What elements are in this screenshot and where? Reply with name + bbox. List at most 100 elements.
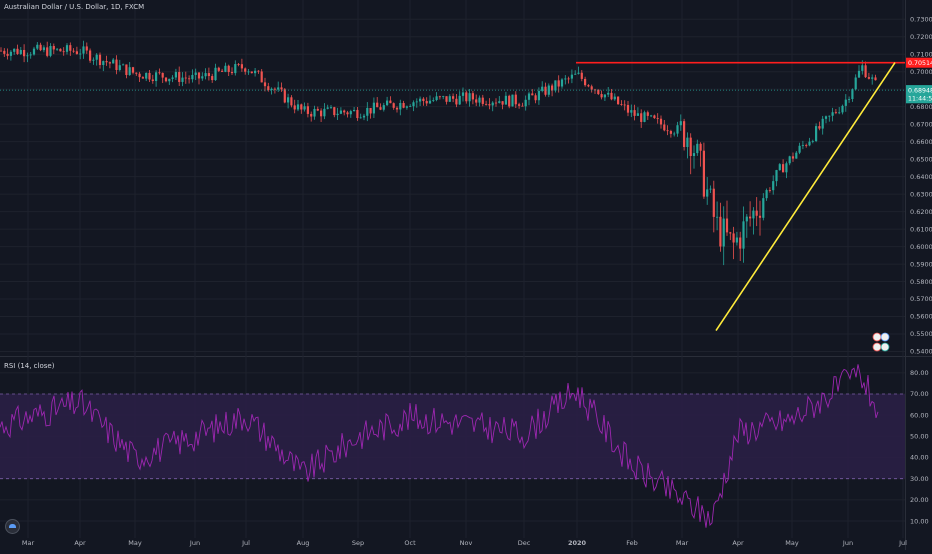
candle-body bbox=[230, 71, 234, 74]
candle bbox=[686, 132, 689, 159]
candle bbox=[89, 48, 92, 63]
candle bbox=[673, 131, 676, 137]
candle bbox=[729, 231, 732, 241]
candle bbox=[508, 94, 511, 109]
candle-body bbox=[75, 51, 78, 54]
candle bbox=[29, 51, 32, 59]
candle bbox=[197, 72, 201, 85]
candle bbox=[874, 74, 877, 81]
candle-body bbox=[336, 113, 339, 116]
candle-body bbox=[861, 65, 864, 71]
candle bbox=[92, 57, 95, 65]
candle-body bbox=[805, 145, 808, 146]
x-tick-label: May bbox=[128, 539, 142, 547]
candle bbox=[75, 46, 78, 55]
economic-events-icon bbox=[872, 332, 890, 352]
candle bbox=[527, 91, 531, 106]
price-label-text: 0.70514 bbox=[908, 60, 932, 67]
candle-body bbox=[171, 77, 174, 79]
candle bbox=[646, 110, 649, 120]
candle bbox=[191, 69, 194, 83]
candle-body bbox=[626, 105, 630, 113]
candle bbox=[494, 98, 498, 107]
candle bbox=[818, 121, 821, 131]
candle bbox=[320, 108, 323, 122]
candle-body bbox=[296, 104, 300, 110]
candle bbox=[706, 177, 709, 205]
candle-body bbox=[82, 46, 85, 54]
candle bbox=[323, 103, 326, 120]
candle-body bbox=[871, 77, 874, 79]
candle-body bbox=[514, 94, 517, 105]
candle-body bbox=[65, 45, 69, 52]
candle-body bbox=[409, 106, 412, 107]
candle-body bbox=[617, 96, 620, 105]
candle bbox=[491, 101, 494, 112]
candle bbox=[290, 95, 293, 108]
rsi-tick-label: 80.00 bbox=[910, 369, 929, 377]
event-flag-icon bbox=[880, 332, 890, 342]
candle-body bbox=[669, 131, 672, 134]
candle bbox=[211, 73, 214, 83]
candle-body bbox=[194, 72, 197, 75]
candle bbox=[234, 60, 237, 76]
candle-body bbox=[333, 107, 336, 116]
candle bbox=[158, 68, 161, 75]
candle-body bbox=[494, 102, 498, 104]
candle bbox=[455, 93, 458, 108]
candle bbox=[349, 109, 352, 118]
candle-body bbox=[214, 67, 217, 81]
candle bbox=[851, 88, 854, 102]
trendline bbox=[715, 62, 896, 331]
x-tick-label: Jun bbox=[842, 539, 853, 547]
candle bbox=[683, 118, 686, 151]
candle bbox=[42, 45, 45, 53]
candle-body bbox=[224, 65, 227, 72]
candle bbox=[0, 47, 3, 52]
candle-body bbox=[293, 105, 296, 110]
candle-body bbox=[148, 72, 151, 80]
candle-body bbox=[72, 50, 75, 52]
candle bbox=[452, 93, 455, 103]
candle bbox=[650, 114, 653, 118]
candle-body bbox=[23, 49, 26, 57]
candle bbox=[306, 102, 309, 118]
candle-body bbox=[267, 86, 270, 91]
candle-body bbox=[719, 216, 722, 247]
tradingview-logo-icon[interactable] bbox=[5, 519, 20, 534]
candle-body bbox=[848, 99, 851, 100]
candle-body bbox=[257, 70, 260, 72]
candle-body bbox=[392, 103, 395, 108]
candle-body bbox=[300, 104, 303, 110]
candle-body bbox=[164, 77, 168, 82]
rsi-indicator-title[interactable]: RSI (14, close) bbox=[4, 362, 55, 370]
candle bbox=[636, 107, 639, 116]
candle-body bbox=[428, 100, 432, 104]
candle bbox=[369, 107, 372, 119]
candle-body bbox=[607, 92, 610, 95]
candle bbox=[590, 84, 593, 93]
price-pane bbox=[0, 40, 877, 266]
candle-body bbox=[263, 82, 267, 87]
candle bbox=[600, 90, 603, 100]
candle bbox=[617, 96, 620, 105]
axis-layer: Mar Apr May Jun Jul Aug Sep Oct Nov Dec 2020 Feb Mar… bbox=[22, 15, 932, 547]
candle-body bbox=[818, 126, 821, 129]
x-tick-label: May bbox=[785, 539, 799, 547]
candle-body bbox=[85, 46, 88, 51]
candle bbox=[300, 103, 303, 114]
candle bbox=[844, 94, 847, 112]
candle bbox=[428, 95, 432, 105]
candle bbox=[435, 92, 438, 102]
candle-body bbox=[260, 71, 263, 83]
candle-body bbox=[359, 117, 362, 119]
candle-body bbox=[105, 61, 108, 63]
candle bbox=[587, 84, 590, 88]
candle bbox=[415, 98, 418, 108]
candle bbox=[475, 94, 478, 107]
